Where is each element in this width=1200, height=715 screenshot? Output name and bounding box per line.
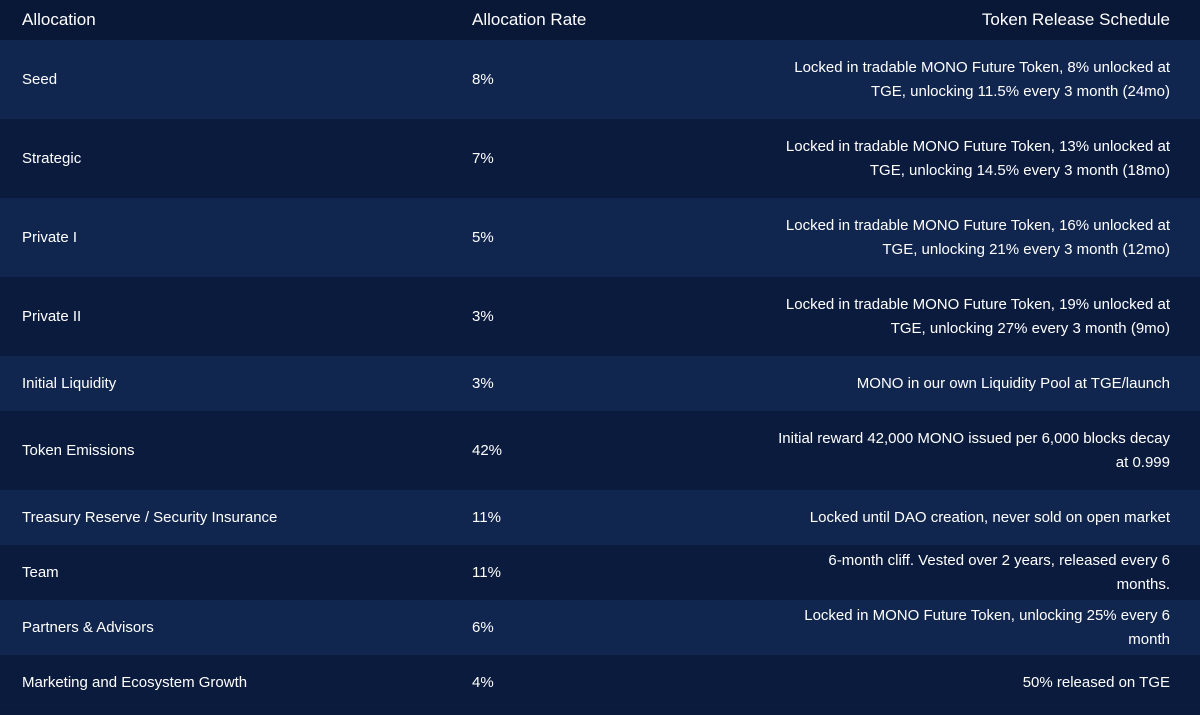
table-cell: 50% released on TGE [772, 655, 1200, 710]
table-cell: Locked in tradable MONO Future Token, 8%… [772, 40, 1200, 119]
table-cell: Locked in tradable MONO Future Token, 16… [772, 198, 1200, 277]
table-cell: MONO in our own Liquidity Pool at TGE/la… [772, 356, 1200, 411]
table-cell: Seed [0, 40, 472, 119]
table-row: Private I 5% Locked in tradable MONO Futur… [0, 198, 1200, 277]
table-cell: 6% [472, 600, 772, 655]
table-cell: 11% [472, 490, 772, 545]
table-row: Treasury Reserve / Security Insurance 11%… [0, 490, 1200, 545]
table-cell: Locked in MONO Future Token, unlocking 2… [772, 600, 1200, 655]
table-cell: Private I [0, 198, 472, 277]
table-cell: 4% [472, 655, 772, 710]
cell-text: Locked in MONO Future Token, unlocking 2… [804, 606, 1170, 648]
table-cell: 42% [472, 411, 772, 490]
cell-text: Locked in tradable MONO Future Token, 19… [785, 295, 1170, 337]
column-header: Allocation Rate [472, 0, 772, 40]
table-cell: Locked in tradable MONO Future Token, 13… [772, 119, 1200, 198]
table-row: Initial Liquidity 3% MONO in our own Liqui… [0, 356, 1200, 411]
cell-text: 50% released on TGE [1022, 673, 1170, 691]
table-cell: Private II [0, 277, 472, 356]
table-row: Marketing and Ecosystem Growth 4% 50% rele… [0, 655, 1200, 710]
table-row: Strategic 7% Locked in tradable MONO Futur… [0, 119, 1200, 198]
cell-text: Locked until DAO creation, never sold on… [809, 508, 1170, 526]
table-cell: 3% [472, 356, 772, 411]
table-cell: Initial reward 42,000 MONO issued per 6,… [772, 411, 1200, 490]
cell-text: Initial reward 42,000 MONO issued per 6,… [778, 429, 1170, 471]
table-cell: Partners & Advisors [0, 600, 472, 655]
table-row: Private II 3% Locked in tradable MONO Futu… [0, 277, 1200, 356]
cell-text: 6-month cliff. Vested over 2 years, rele… [828, 551, 1170, 593]
table-cell: 7% [472, 119, 772, 198]
cell-text: Locked in tradable MONO Future Token, 8%… [794, 58, 1170, 100]
table-cell: 6-month cliff. Vested over 2 years, rele… [772, 545, 1200, 600]
column-header: Allocation [0, 0, 472, 40]
table-cell: Team [0, 545, 472, 600]
cell-text: MONO in our own Liquidity Pool at TGE/la… [856, 374, 1170, 392]
table-cell: Marketing and Ecosystem Growth [0, 655, 472, 710]
table-cell: Strategic [0, 119, 472, 198]
table-row: Partners & Advisors 6% Locked in MONO Futu… [0, 600, 1200, 655]
table-cell: Token Emissions [0, 411, 472, 490]
table-row: Team 11% 6-month cliff. Vested over 2 year… [0, 545, 1200, 600]
table-cell: Locked until DAO creation, never sold on… [772, 490, 1200, 545]
table-cell: 8% [472, 40, 772, 119]
header-row: Allocation Allocation Rate Token Release S… [0, 0, 1200, 40]
table-cell: Locked in tradable MONO Future Token, 19… [772, 277, 1200, 356]
table-cell: 3% [472, 277, 772, 356]
table-row: Token Emissions 42% Initial reward 42,000 … [0, 411, 1200, 490]
table-cell: 11% [472, 545, 772, 600]
cell-text: Locked in tradable MONO Future Token, 16… [785, 216, 1170, 258]
column-header: Token Release Schedule [772, 0, 1200, 40]
table-cell: 5% [472, 198, 772, 277]
table-cell: Treasury Reserve / Security Insurance [0, 490, 472, 545]
table-cell: Initial Liquidity [0, 356, 472, 411]
table-row: Seed 8% Locked in tradable MONO Future Tok… [0, 40, 1200, 119]
cell-text: Locked in tradable MONO Future Token, 13… [785, 137, 1170, 179]
